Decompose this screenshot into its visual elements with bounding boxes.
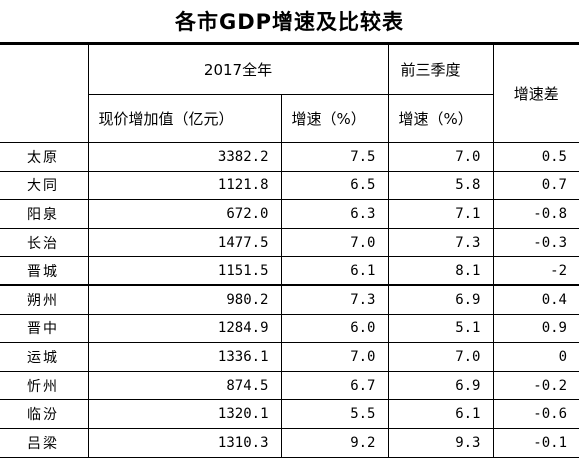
growth-q3-cell: 5.1 [387, 313, 494, 344]
diff-cell: 0 [492, 342, 579, 372]
growth-2017-cell: 6.5 [280, 170, 389, 201]
value-cell: 1477.5 [87, 227, 282, 258]
table-row: 临汾 1320.1 5.5 6.1 -0.6 [0, 399, 579, 429]
city-cell: 临汾 [0, 399, 89, 429]
growth-q3-cell: 7.0 [387, 142, 494, 172]
table-row: 大同 1121.8 6.5 5.8 0.7 [0, 170, 579, 201]
growth-2017-cell: 6.1 [280, 256, 389, 286]
gdp-table: 2017全年 前三季度 增速差 现价增加值（亿元） 增速（%） 增速（%） 太原… [0, 44, 579, 458]
growth-2017-cell: 6.7 [280, 370, 389, 401]
table-row: 忻州 874.5 6.7 6.9 -0.2 [0, 370, 579, 401]
value-cell: 1336.1 [87, 342, 282, 372]
table-row: 吕梁 1310.3 9.2 9.3 -0.1 [0, 427, 579, 458]
diff-cell: 0.7 [492, 170, 579, 201]
value-cell: 874.5 [87, 370, 282, 401]
header-q3-group: 前三季度 [387, 44, 494, 95]
value-cell: 672.0 [87, 199, 282, 229]
value-cell: 1284.9 [87, 313, 282, 344]
header-growth-diff: 增速差 [492, 44, 579, 143]
diff-cell: -0.6 [492, 399, 579, 429]
value-cell: 1310.3 [87, 427, 282, 458]
value-cell: 980.2 [87, 284, 282, 315]
growth-q3-cell: 6.1 [387, 399, 494, 429]
growth-q3-cell: 7.1 [387, 199, 494, 229]
diff-cell: 0.4 [492, 284, 579, 315]
city-cell: 晋中 [0, 313, 89, 344]
table-row: 长治 1477.5 7.0 7.3 -0.3 [0, 227, 579, 258]
diff-cell: -0.1 [492, 427, 579, 458]
table-row: 晋城 1151.5 6.1 8.1 -2 [0, 256, 579, 286]
city-cell: 阳泉 [0, 199, 89, 229]
city-cell: 太原 [0, 142, 89, 172]
table-row: 晋中 1284.9 6.0 5.1 0.9 [0, 313, 579, 344]
growth-q3-cell: 6.9 [387, 370, 494, 401]
growth-2017-cell: 9.2 [280, 427, 389, 458]
value-cell: 1320.1 [87, 399, 282, 429]
growth-2017-cell: 6.0 [280, 313, 389, 344]
city-cell: 忻州 [0, 370, 89, 401]
growth-2017-cell: 6.3 [280, 199, 389, 229]
growth-q3-cell: 7.3 [387, 227, 494, 258]
city-cell: 长治 [0, 227, 89, 258]
diff-cell: 0.9 [492, 313, 579, 344]
table-row: 太原 3382.2 7.5 7.0 0.5 [0, 142, 579, 172]
growth-2017-cell: 7.5 [280, 142, 389, 172]
header-2017-group: 2017全年 [87, 44, 389, 95]
growth-q3-cell: 6.9 [387, 284, 494, 315]
table-row: 朔州 980.2 7.3 6.9 0.4 [0, 284, 579, 315]
diff-cell: -0.8 [492, 199, 579, 229]
table-title: 各市GDP增速及比较表 [0, 0, 579, 44]
city-cell: 吕梁 [0, 427, 89, 458]
diff-cell: -2 [492, 256, 579, 286]
value-cell: 1121.8 [87, 170, 282, 201]
table-row: 阳泉 672.0 6.3 7.1 -0.8 [0, 199, 579, 229]
growth-q3-cell: 7.0 [387, 342, 494, 372]
city-cell: 大同 [0, 170, 89, 201]
header-growth-q3: 增速（%） [387, 94, 494, 143]
header-row-1: 2017全年 前三季度 增速差 [0, 44, 579, 143]
city-cell: 晋城 [0, 256, 89, 286]
table-row: 运城 1336.1 7.0 7.0 0 [0, 342, 579, 372]
header-growth-2017: 增速（%） [280, 94, 389, 143]
city-cell: 朔州 [0, 284, 89, 315]
header-city-blank [0, 44, 89, 143]
growth-2017-cell: 7.0 [280, 227, 389, 258]
header-value-added: 现价增加值（亿元） [87, 94, 282, 143]
growth-2017-cell: 7.3 [280, 284, 389, 315]
value-cell: 3382.2 [87, 142, 282, 172]
growth-2017-cell: 7.0 [280, 342, 389, 372]
growth-q3-cell: 5.8 [387, 170, 494, 201]
growth-q3-cell: 8.1 [387, 256, 494, 286]
diff-cell: -0.3 [492, 227, 579, 258]
header-row-2: 现价增加值（亿元） 增速（%） 增速（%） [0, 94, 579, 143]
growth-q3-cell: 9.3 [387, 427, 494, 458]
diff-cell: -0.2 [492, 370, 579, 401]
value-cell: 1151.5 [87, 256, 282, 286]
city-cell: 运城 [0, 342, 89, 372]
growth-2017-cell: 5.5 [280, 399, 389, 429]
diff-cell: 0.5 [492, 142, 579, 172]
